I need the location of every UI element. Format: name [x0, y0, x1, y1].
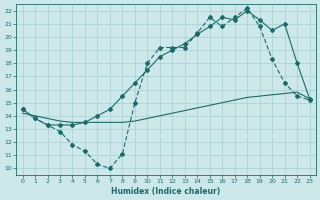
X-axis label: Humidex (Indice chaleur): Humidex (Indice chaleur)	[111, 187, 221, 196]
